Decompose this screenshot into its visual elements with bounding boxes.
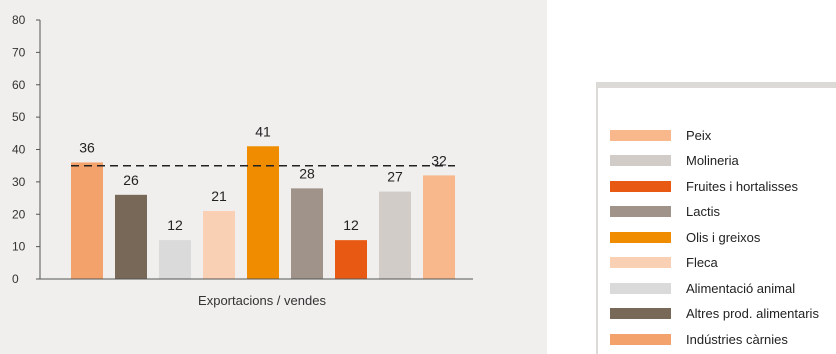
- bar-chart: 0 10 20 30 40 50 60 70 80 36 26 12 21 41 28 12 27 32 Exp…: [12, 13, 473, 308]
- y-tick-label: 50: [12, 110, 26, 124]
- legend-item: Fruites i hortalisses: [610, 178, 798, 194]
- data-label: 28: [299, 165, 315, 181]
- bar: [203, 211, 235, 279]
- legend-swatch: [610, 206, 671, 217]
- bar: [335, 240, 367, 279]
- legend-label: Olis i greixos: [686, 229, 761, 245]
- data-label: 27: [387, 169, 403, 185]
- x-axis-title: Exportacions / vendes: [198, 293, 326, 308]
- bar: [71, 162, 103, 279]
- legend-item: Molineria: [610, 153, 739, 168]
- bar: [247, 146, 279, 279]
- legend-swatch: [610, 257, 671, 268]
- legend-item: Peix: [610, 127, 712, 143]
- data-label: 32: [431, 152, 447, 168]
- chart-panel: 0 10 20 30 40 50 60 70 80 36 26 12 21 41 28 12 27 32 Exp…: [0, 0, 547, 354]
- legend-label: Fruites i hortalisses: [686, 178, 798, 194]
- bar: [423, 175, 455, 279]
- legend-swatch: [610, 155, 671, 166]
- bar: [159, 240, 191, 279]
- legend-label: Indústries càrnies: [686, 331, 788, 347]
- legend-swatch: [610, 231, 671, 243]
- y-tick-label: 70: [12, 45, 26, 59]
- legend-swatch: [610, 180, 671, 192]
- data-label: 21: [211, 188, 227, 204]
- y-tick-label: 20: [12, 207, 26, 221]
- legend-swatch: [610, 282, 671, 294]
- legend-swatch: [610, 129, 671, 141]
- bar: [379, 191, 411, 279]
- legend-item: Lactis: [610, 204, 720, 219]
- legend-item: Indústries càrnies: [610, 331, 788, 347]
- y-tick-label: 80: [12, 13, 26, 27]
- legend-label: Molineria: [686, 153, 739, 168]
- y-tick-label: 60: [12, 78, 26, 92]
- legend-swatch: [610, 333, 671, 345]
- legend-item: Altres prod. alimentaris: [610, 306, 819, 321]
- legend-label: Peix: [686, 127, 712, 143]
- legend-item: Olis i greixos: [610, 229, 761, 245]
- y-tick-label: 0: [12, 272, 19, 286]
- y-tick-label: 40: [12, 143, 26, 157]
- legend-item: Alimentació animal: [610, 280, 796, 296]
- y-tick-label: 30: [12, 175, 26, 189]
- bars-group: [71, 146, 455, 279]
- legend-item: Fleca: [610, 255, 718, 270]
- data-label: 26: [123, 172, 139, 188]
- y-tick-label: 10: [12, 240, 26, 254]
- legend-swatch: [610, 308, 671, 319]
- bar: [291, 188, 323, 279]
- legend: Peix Molineria Fruites i hortalisses Lactis…: [596, 82, 836, 354]
- data-labels-group: 36 26 12 21 41 28 12 27 32: [79, 123, 447, 233]
- legend-label: Lactis: [686, 204, 720, 219]
- data-label: 36: [79, 139, 95, 155]
- data-label: 12: [167, 217, 183, 233]
- data-label: 12: [343, 217, 359, 233]
- legend-label: Altres prod. alimentaris: [686, 306, 819, 321]
- legend-label: Alimentació animal: [686, 280, 796, 296]
- data-label: 41: [255, 123, 271, 139]
- y-axis: 0 10 20 30 40 50 60 70 80: [12, 13, 41, 286]
- legend-label: Fleca: [686, 255, 718, 270]
- bar: [115, 194, 147, 279]
